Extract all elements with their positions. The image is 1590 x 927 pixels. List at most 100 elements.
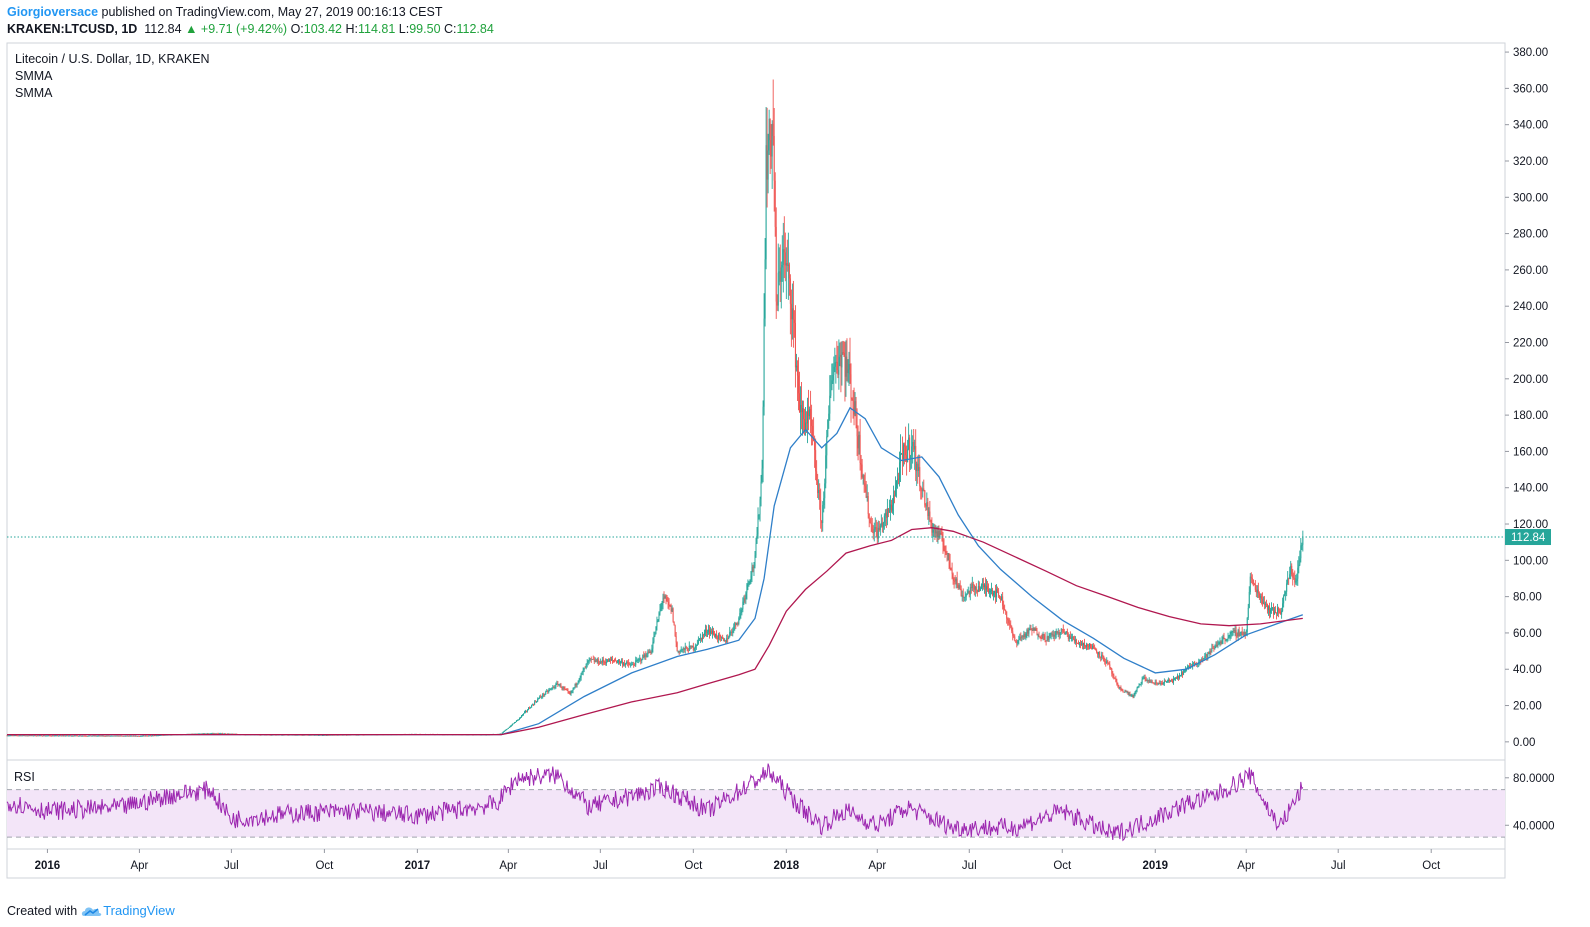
candle-body (1069, 636, 1071, 639)
candle-body (744, 598, 746, 600)
candle-body (1161, 683, 1163, 685)
candle-body (1215, 644, 1217, 647)
time-axis[interactable]: 2016 Apr Jul Oct 2017 Apr Jul Oct 2018 Apr Jul Oct 2… (35, 849, 1441, 872)
candle-body (958, 585, 960, 589)
candle-body (680, 650, 682, 652)
candle-body (660, 605, 662, 610)
candle-body (1162, 683, 1164, 685)
candle-body (1045, 640, 1047, 642)
candle-body (515, 720, 517, 723)
candle-body (1147, 679, 1149, 682)
candle-body (655, 626, 657, 634)
candle-body (929, 511, 931, 520)
candle-body (526, 710, 528, 712)
candle-body (727, 638, 729, 640)
candle-body (513, 722, 515, 724)
candle-body (1124, 691, 1126, 693)
candle-body (582, 669, 584, 672)
candle-body (987, 589, 989, 593)
candle-body (1006, 611, 1008, 619)
candle-body (964, 596, 966, 598)
rsi-legend[interactable]: RSI (14, 770, 35, 784)
candle-body (1253, 583, 1255, 585)
candle-body (649, 651, 651, 654)
candle-body (614, 660, 616, 662)
candle-body (901, 453, 903, 455)
candle-body (1046, 636, 1048, 642)
candle-body (671, 608, 673, 612)
candle-body (552, 687, 554, 688)
author-link[interactable]: Giorgioversace (7, 5, 99, 19)
smma-legend-1[interactable]: SMMA (15, 69, 53, 83)
candle-body (330, 734, 332, 736)
rsi-axis[interactable]: 40.0000 80.0000 (1505, 773, 1555, 832)
candle-body (1049, 634, 1051, 637)
candle-body (76, 735, 78, 737)
candle-body (207, 733, 209, 735)
candle-body (514, 722, 516, 723)
candle-body (1248, 591, 1250, 608)
candle-body (1298, 564, 1300, 568)
candle-body (976, 590, 978, 592)
candle-body (314, 734, 316, 736)
candle-body (631, 664, 633, 666)
candle-body (984, 584, 986, 590)
candle-body (842, 352, 844, 353)
candle-body (1018, 639, 1020, 641)
candle-body (1059, 632, 1061, 636)
candle-body (665, 596, 667, 599)
candle-body (799, 405, 801, 413)
candle-body (1009, 623, 1011, 625)
candle-body (827, 419, 829, 437)
candle-body (903, 444, 905, 459)
candle-body (1061, 628, 1063, 630)
candle-body (1300, 545, 1302, 559)
candle-body (327, 734, 329, 736)
candle-body (926, 502, 928, 507)
candle-body (90, 735, 92, 737)
candle-body (1235, 630, 1237, 636)
candle-body (218, 733, 220, 735)
candle-body (139, 736, 141, 737)
price-axis[interactable]: 0.00 20.00 40.00 60.00 80.00 100.00 120.00 140.… (1505, 47, 1548, 749)
candle-body (683, 648, 685, 650)
candle-body (843, 352, 845, 357)
candle-body (1084, 642, 1086, 647)
candle-body (637, 660, 639, 661)
candle-body (591, 659, 593, 660)
candle-body (567, 690, 569, 692)
tradingview-logo[interactable]: TradingView (81, 903, 175, 918)
candle-body (1154, 682, 1156, 685)
candle-body (1157, 683, 1159, 684)
candle-body (982, 584, 984, 588)
candle-body (204, 733, 206, 735)
candle-body (43, 735, 45, 737)
candle-body (1027, 629, 1029, 634)
candle-body (1281, 610, 1283, 615)
candle-body (559, 684, 561, 686)
candle-body (1275, 611, 1277, 614)
candle-body (1094, 648, 1096, 649)
candle-body (1029, 628, 1031, 630)
candle-body (101, 735, 103, 737)
candle-body (1036, 630, 1038, 636)
candle-body (1262, 602, 1264, 604)
candle-body (21, 735, 23, 737)
candle-body (919, 467, 921, 487)
candle-body (697, 639, 699, 644)
candle-body (668, 602, 670, 605)
candle-body (1266, 604, 1268, 611)
candle-body (1060, 628, 1062, 633)
smma-legend-2[interactable]: SMMA (15, 86, 53, 100)
candle-body (142, 735, 144, 737)
candle-body (1164, 680, 1166, 682)
candle-body (1131, 694, 1133, 696)
candle-body (111, 735, 113, 737)
candle-body (127, 735, 129, 737)
candle-body (336, 734, 338, 736)
time-tick-label: Apr (130, 860, 148, 872)
candle-body (796, 365, 798, 376)
candle-body (1183, 671, 1185, 675)
candle-body (663, 597, 665, 599)
